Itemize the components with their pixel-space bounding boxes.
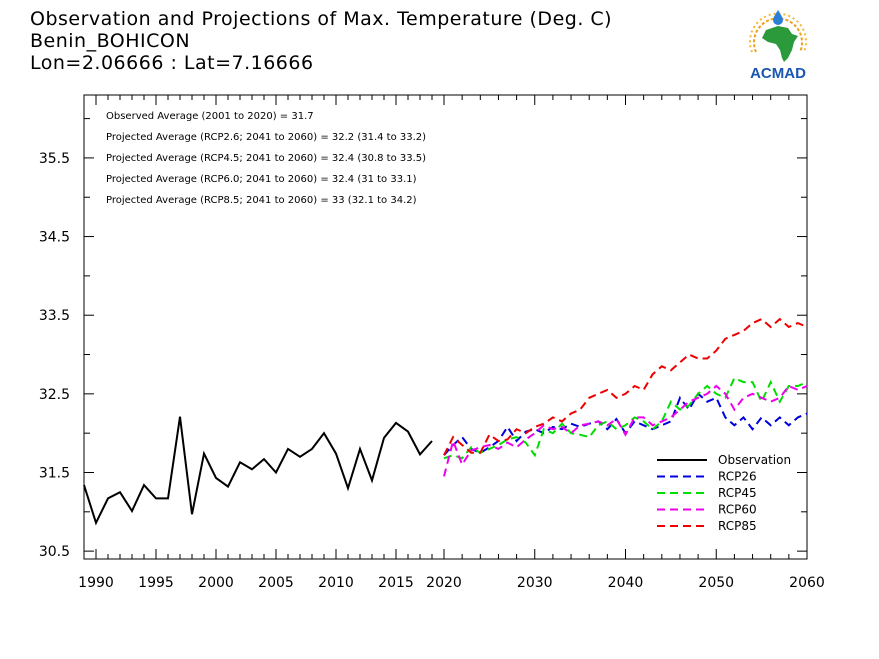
series-line-rcp45 (443, 376, 808, 460)
chart-title: Observation and Projections of Max. Temp… (30, 8, 613, 30)
series-line-observation (83, 416, 433, 526)
x-tick-label: 2020 (426, 575, 462, 591)
left-panel: 1990 1995 2000 2005 2010 2015 (78, 95, 445, 591)
x-tick-label: 1990 (78, 575, 114, 591)
x-tick-label: 2060 (789, 575, 825, 591)
legend-label: Observation (718, 453, 791, 467)
station-coordinates: Lon=2.06666 : Lat=7.16666 (30, 52, 314, 74)
africa-icon (762, 26, 798, 62)
series-line-rcp60 (443, 384, 808, 477)
plot-border (83, 94, 808, 560)
x-tick-label: 2010 (318, 575, 354, 591)
y-tick-label: 35.5 (39, 151, 70, 167)
y-tick-label: 33.5 (39, 308, 70, 324)
annotation-text: Projected Average (RCP4.5; 2041 to 2060)… (106, 153, 426, 164)
legend-label: RCP60 (718, 503, 757, 517)
annotation-text: Projected Average (RCP8.5; 2041 to 2060)… (106, 195, 417, 206)
y-tick-label: 30.5 (39, 544, 70, 560)
annotations: Observed Average (2001 to 2020) = 31.7 Pr… (106, 111, 426, 206)
annotation-text: Observed Average (2001 to 2020) = 31.7 (106, 111, 314, 122)
legend-label: RCP45 (718, 486, 757, 500)
x-tick-label: 2015 (378, 575, 414, 591)
water-drop-icon (773, 10, 783, 25)
y-axis: 30.5 31.5 32.5 33.5 34.5 35.5 (39, 118, 807, 560)
plot-frame (83, 94, 808, 560)
y-tick-label: 32.5 (39, 387, 70, 403)
y-tick-label: 34.5 (39, 230, 70, 246)
chart-title-block: Observation and Projections of Max. Temp… (30, 8, 612, 74)
annotation-text: Projected Average (RCP6.0; 2041 to 2060)… (106, 174, 417, 185)
y-tick-label: 31.5 (39, 465, 70, 481)
series-line-rcp85 (443, 317, 808, 456)
right-panel: 2020 2030 2040 2050 2060 (426, 95, 825, 591)
x-tick-label: 2000 (198, 575, 234, 591)
annotation-text: Projected Average (RCP2.6; 2041 to 2060)… (106, 132, 426, 143)
legend: Observation RCP26 RCP45 RCP60 RCP85 (657, 453, 791, 533)
x-tick-label: 2040 (608, 575, 644, 591)
station-name: Benin_BOHICON (30, 30, 191, 52)
legend-label: RCP85 (718, 519, 757, 533)
x-tick-label: 2050 (698, 575, 734, 591)
logo-text: ACMAD (750, 65, 806, 82)
x-tick-label: 2030 (517, 575, 553, 591)
x-tick-label: 2005 (258, 575, 294, 591)
x-tick-label: 1995 (138, 575, 174, 591)
legend-label: RCP26 (718, 470, 757, 484)
acmad-logo: ACMAD (749, 10, 807, 82)
